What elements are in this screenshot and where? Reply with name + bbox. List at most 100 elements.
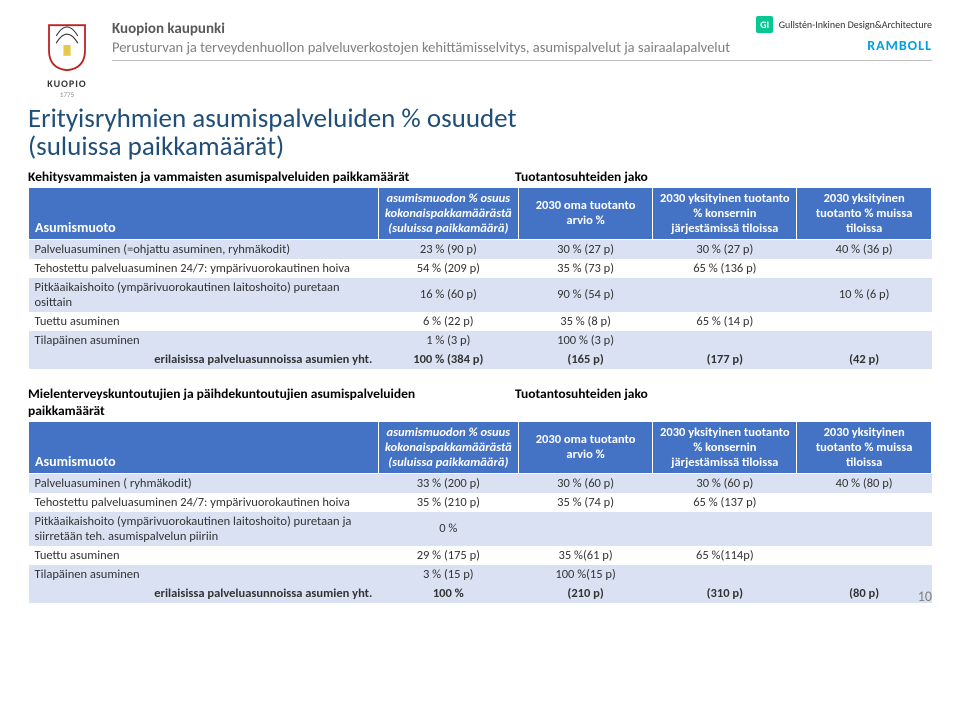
cell: 40 % (80 p): [797, 473, 932, 493]
cell: 16 % (60 p): [378, 278, 518, 312]
logo-year: 1775: [28, 90, 106, 99]
cell: [518, 512, 653, 546]
table-row: Tuettu asuminen6 % (22 p)35 % (8 p)65 % …: [29, 312, 932, 331]
table-row: Tehostettu palveluasuminen 24/7: ympäriv…: [29, 259, 932, 278]
section2-right-title: Tuotantosuhteiden jako: [445, 385, 932, 419]
cell: [797, 493, 932, 512]
cell: 35 % (210 p): [378, 493, 518, 512]
table-row: Palveluasuminen (=ohjattu asuminen, ryhm…: [29, 239, 932, 259]
coat-of-arms-icon: [40, 18, 94, 72]
cell: 0 %: [378, 512, 518, 546]
cell: 90 % (54 p): [518, 278, 653, 312]
cell: 100 %: [378, 584, 518, 603]
partner-logos: GI Gullstén-Inkinen Design&Architecture …: [756, 14, 932, 54]
cell: [797, 259, 932, 278]
table-row: Palveluasuminen ( ryhmäkodit)33 % (200 p…: [29, 473, 932, 493]
cell: [653, 512, 797, 546]
cell: [653, 331, 797, 350]
gi-text: Gullstén-Inkinen Design&Architecture: [779, 18, 932, 31]
cell: 100 % (3 p): [518, 331, 653, 350]
kuopio-logo: KUOPIO 1775: [28, 18, 106, 99]
cell: (210 p): [518, 584, 653, 603]
cell: (42 p): [797, 350, 932, 369]
cell: 30 % (27 p): [518, 239, 653, 259]
section2-left-title: Mielenterveyskuntoutujien ja päihdekunto…: [28, 385, 445, 419]
cell: 30 % (27 p): [653, 239, 797, 259]
t1-h0: Asumismuoto: [29, 187, 379, 239]
cell: [653, 565, 797, 584]
row-label: Tehostettu palveluasuminen 24/7: ympäriv…: [29, 493, 379, 512]
table-2: Asumismuoto asumismuodon % osuus kokonai…: [28, 421, 932, 603]
table-row: Pitkäaikaishoito (ympärivuorokautinen la…: [29, 512, 932, 546]
t2-h3: 2030 yksityinen tuotanto % konsernin jär…: [653, 421, 797, 473]
total-label: erilaisissa palveluasunnoissa asumien yh…: [29, 350, 379, 369]
cell: [797, 312, 932, 331]
cell: 65 %(114p): [653, 546, 797, 565]
table-row: Tilapäinen asuminen3 % (15 p)100 %(15 p): [29, 565, 932, 584]
cell: 29 % (175 p): [378, 546, 518, 565]
cell: 6 % (22 p): [378, 312, 518, 331]
cell: 35 % (8 p): [518, 312, 653, 331]
cell: [797, 331, 932, 350]
cell: (177 p): [653, 350, 797, 369]
table-row: Tilapäinen asuminen1 % (3 p)100 % (3 p): [29, 331, 932, 350]
cell: 100 % (384 p): [378, 350, 518, 369]
cell: 65 % (137 p): [653, 493, 797, 512]
cell: [797, 565, 932, 584]
cell: 35 % (74 p): [518, 493, 653, 512]
cell: 1 % (3 p): [378, 331, 518, 350]
section1-left-title: Kehitysvammaisten ja vammaisten asumispa…: [28, 168, 445, 185]
cell: (165 p): [518, 350, 653, 369]
table-row: Tuettu asuminen29 % (175 p)35 %(61 p)65 …: [29, 546, 932, 565]
cell: 10 % (6 p): [797, 278, 932, 312]
cell: (310 p): [653, 584, 797, 603]
row-label: Tilapäinen asuminen: [29, 565, 379, 584]
cell: 30 % (60 p): [653, 473, 797, 493]
row-label: Palveluasuminen (=ohjattu asuminen, ryhm…: [29, 239, 379, 259]
header-divider: [112, 60, 932, 61]
t2-h1: asumismuodon % osuus kokonaispakkamääräs…: [378, 421, 518, 473]
row-label: Tehostettu palveluasuminen 24/7: ympäriv…: [29, 259, 379, 278]
cell: 100 %(15 p): [518, 565, 653, 584]
table-total-row: erilaisissa palveluasunnoissa asumien yh…: [29, 584, 932, 603]
cell: 23 % (90 p): [378, 239, 518, 259]
row-label: Pitkäaikaishoito (ympärivuorokautinen la…: [29, 512, 379, 546]
t1-h3: 2030 yksityinen tuotanto % konsernin jär…: [653, 187, 797, 239]
cell: 30 % (60 p): [518, 473, 653, 493]
cell: [797, 546, 932, 565]
t1-h2: 2030 oma tuotanto arvio %: [518, 187, 653, 239]
logo-text: KUOPIO: [28, 77, 106, 90]
page-number: 10: [918, 588, 932, 605]
cell: [797, 512, 932, 546]
t1-h1: asumismuodon % osuus kokonaispakkamääräs…: [378, 187, 518, 239]
t1-h4: 2030 yksityinen tuotanto % muissa tilois…: [797, 187, 932, 239]
t2-h2: 2030 oma tuotanto arvio %: [518, 421, 653, 473]
cell: 65 % (14 p): [653, 312, 797, 331]
cell: 54 % (209 p): [378, 259, 518, 278]
t2-h0: Asumismuoto: [29, 421, 379, 473]
total-label: erilaisissa palveluasunnoissa asumien yh…: [29, 584, 379, 603]
t2-h4: 2030 yksityinen tuotanto % muissa tilois…: [797, 421, 932, 473]
row-label: Tilapäinen asuminen: [29, 331, 379, 350]
table-row: Pitkäaikaishoito (ympärivuorokautinen la…: [29, 278, 932, 312]
table-total-row: erilaisissa palveluasunnoissa asumien yh…: [29, 350, 932, 369]
page-title-line1: Erityisryhmien asumispalveluiden % osuud…: [28, 105, 932, 133]
row-label: Tuettu asuminen: [29, 312, 379, 331]
page-title-line2: (suluissa paikkamäärät): [28, 133, 932, 161]
cell: [653, 278, 797, 312]
table-row: Tehostettu palveluasuminen 24/7: ympäriv…: [29, 493, 932, 512]
cell: 65 % (136 p): [653, 259, 797, 278]
ramboll-logo-text: RAMBOLL: [756, 37, 932, 54]
cell: 35 % (73 p): [518, 259, 653, 278]
row-label: Palveluasuminen ( ryhmäkodit): [29, 473, 379, 493]
cell: 40 % (36 p): [797, 239, 932, 259]
row-label: Pitkäaikaishoito (ympärivuorokautinen la…: [29, 278, 379, 312]
row-label: Tuettu asuminen: [29, 546, 379, 565]
cell: 35 %(61 p): [518, 546, 653, 565]
gi-badge: GI: [756, 16, 773, 33]
section1-right-title: Tuotantosuhteiden jako: [445, 168, 932, 185]
table-1: Asumismuoto asumismuodon % osuus kokonai…: [28, 187, 932, 369]
cell: 3 % (15 p): [378, 565, 518, 584]
cell: (80 p): [797, 584, 932, 603]
cell: 33 % (200 p): [378, 473, 518, 493]
